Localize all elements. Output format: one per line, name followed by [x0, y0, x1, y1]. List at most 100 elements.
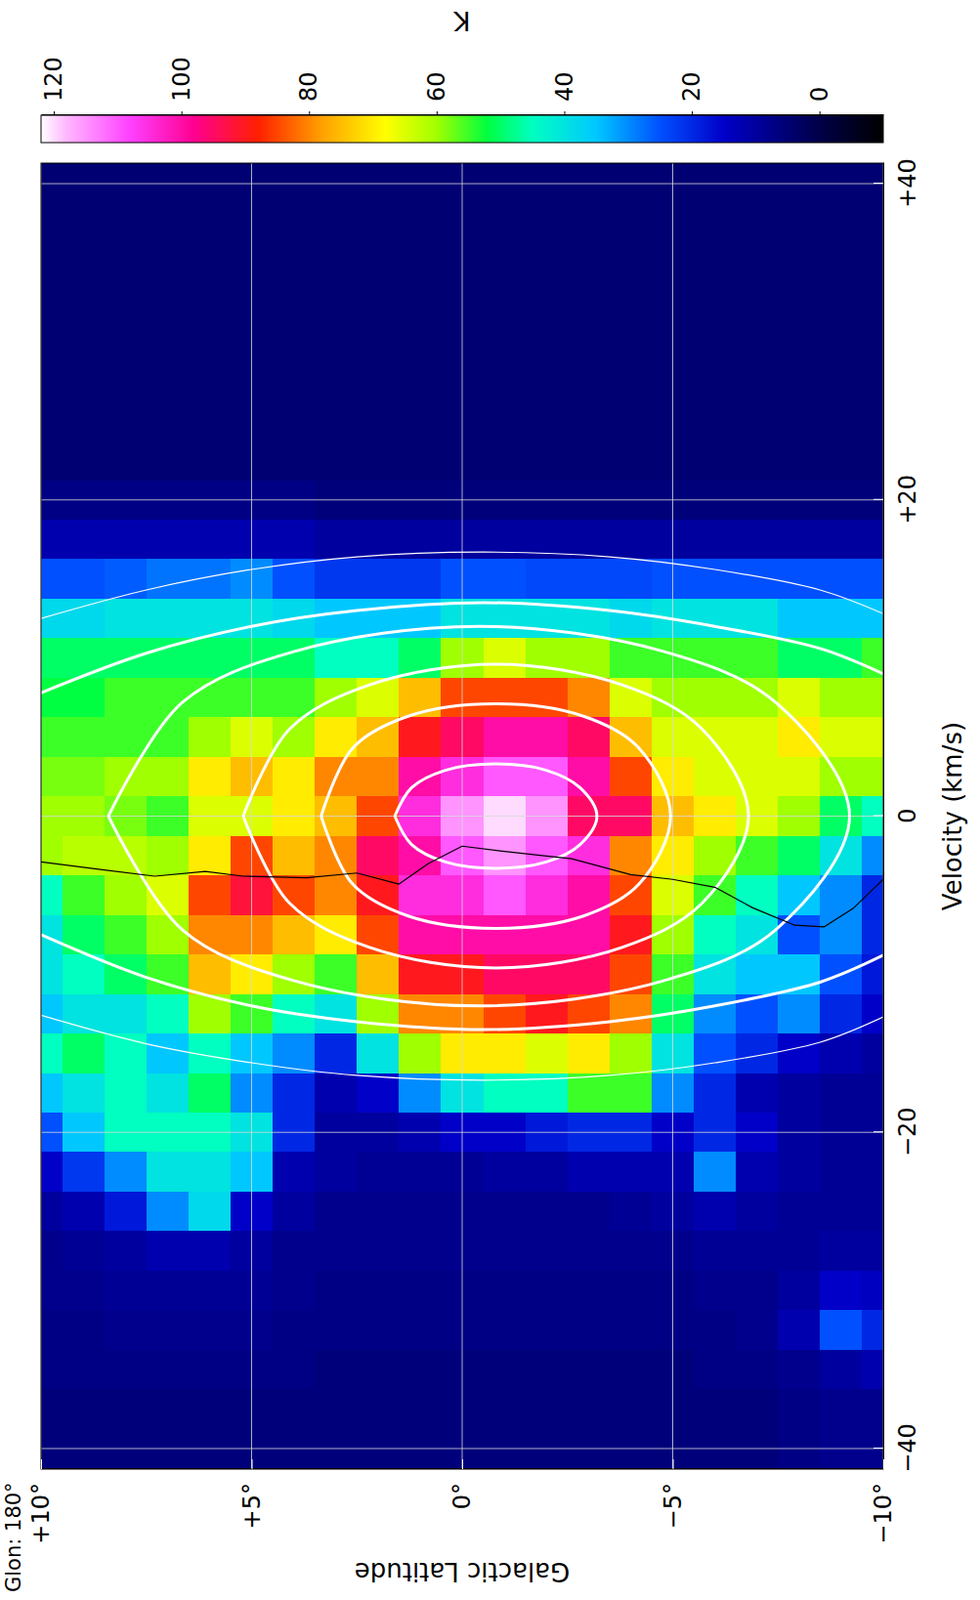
rotated-figure: −40−200+20+40+10°+5°0°−5°−10°Velocity (k… — [1, 5, 968, 1593]
heatmap-cell — [104, 1389, 148, 1430]
colorbar-tick-label: 60 — [423, 71, 451, 102]
heatmap-cell — [693, 361, 737, 402]
heatmap-cell — [314, 242, 358, 283]
heatmap-cell — [104, 1072, 148, 1113]
heatmap-cell — [861, 993, 884, 1034]
heatmap-cell — [104, 717, 148, 758]
heatmap-cell — [861, 1389, 884, 1430]
heatmap-cell — [609, 993, 653, 1034]
heatmap-cell — [146, 282, 190, 323]
heatmap-cell — [567, 282, 611, 323]
heatmap-cell — [356, 1349, 400, 1390]
heatmap-cell — [41, 677, 63, 718]
heatmap-cell — [819, 361, 863, 402]
heatmap-cell — [104, 518, 148, 559]
heatmap-cell — [398, 717, 442, 758]
colorbar-tick-mark — [563, 111, 565, 116]
colorbar-tick-mark — [819, 111, 821, 116]
heatmap-cell — [609, 558, 653, 599]
heatmap-cell — [146, 914, 190, 955]
heatmap-cell — [188, 439, 232, 480]
heatmap-cell — [146, 756, 190, 797]
heatmap-cell — [735, 1349, 779, 1390]
colorbar-title: K — [453, 5, 471, 36]
heatmap-cell — [693, 242, 737, 283]
heatmap-cell — [483, 717, 527, 758]
heatmap-cell — [525, 1270, 569, 1311]
heatmap-cell — [188, 638, 232, 679]
heatmap-cell — [188, 203, 232, 244]
heatmap-cell — [62, 439, 106, 480]
heatmap-cell — [609, 439, 653, 480]
heatmap-cell — [272, 954, 316, 995]
y-tick-label: 0° — [448, 1483, 476, 1510]
x-tick: +40 — [873, 158, 922, 209]
heatmap-cell — [188, 361, 232, 402]
heatmap-cell — [735, 717, 779, 758]
heatmap-cell — [777, 518, 821, 559]
heatmap-cell — [735, 875, 779, 916]
heatmap-cell — [62, 558, 106, 599]
heatmap-cell — [861, 1032, 884, 1073]
contour-line — [394, 764, 597, 869]
colorbar-tick: 20 — [678, 71, 706, 116]
heatmap-cell — [567, 835, 611, 876]
heatmap-cell — [104, 756, 148, 797]
heatmap-cell — [819, 993, 863, 1034]
heatmap-cell — [314, 1032, 358, 1073]
heatmap-cell — [777, 1270, 821, 1311]
heatmap-cell — [272, 518, 316, 559]
heatmap-cell — [525, 1151, 569, 1193]
y-tick: +5° — [238, 1459, 266, 1530]
contour-line — [41, 935, 884, 1030]
heatmap-cell — [567, 1310, 611, 1351]
heatmap-cell — [777, 756, 821, 797]
x-axis: −40−200+20+40 — [873, 158, 922, 1474]
heatmap-cell — [693, 518, 737, 559]
heatmap-cell — [146, 1191, 190, 1232]
heatmap-cell — [777, 1191, 821, 1232]
heatmap-cell — [41, 835, 63, 876]
heatmap-cell — [356, 242, 400, 283]
heatmap-cell — [41, 1270, 63, 1311]
heatmap-cell — [609, 875, 653, 916]
heatmap-cell — [356, 914, 400, 955]
heatmap-cell — [104, 282, 148, 323]
heatmap-cell — [146, 1270, 190, 1311]
heatmap-cell — [525, 361, 569, 402]
heatmap-cell — [567, 361, 611, 402]
heatmap-cell — [777, 203, 821, 244]
heatmap-cell — [62, 1270, 106, 1311]
heatmap-cell — [861, 1310, 884, 1351]
annotation: Glon: 180° — [1, 1482, 26, 1593]
colorbar-axis-line — [42, 114, 885, 116]
heatmap-cell — [356, 518, 400, 559]
heatmap-cell — [398, 1270, 442, 1311]
heatmap-cell — [146, 439, 190, 480]
grid-line — [672, 163, 674, 1470]
heatmap-cell — [41, 717, 63, 758]
contour-line — [41, 552, 884, 619]
heatmap-cell — [188, 756, 232, 797]
heatmap-cell — [693, 1231, 737, 1272]
heatmap-cell — [567, 203, 611, 244]
heatmap-cell — [483, 400, 527, 441]
heatmap-cell — [104, 242, 148, 283]
heatmap-cell — [567, 439, 611, 480]
heatmap-cell — [483, 1191, 527, 1232]
heatmap-cell — [272, 203, 316, 244]
heatmap-cell — [483, 914, 527, 955]
heatmap-cell — [693, 717, 737, 758]
heatmap-cell — [567, 321, 611, 362]
y-tick: 0° — [448, 1459, 476, 1510]
x-tick-label: −20 — [894, 1107, 922, 1157]
heatmap-cell — [609, 1191, 653, 1232]
figure: −40−200+20+40+10°+5°0°−5°−10°Velocity (k… — [0, 0, 980, 1600]
heatmap-cell — [525, 717, 569, 758]
heatmap-cell — [693, 914, 737, 955]
heatmap-cell — [146, 242, 190, 283]
heatmap-cell — [62, 1310, 106, 1351]
heatmap-cell — [146, 1389, 190, 1430]
heatmap-cell — [398, 1310, 442, 1351]
heatmap-cell — [777, 597, 821, 639]
